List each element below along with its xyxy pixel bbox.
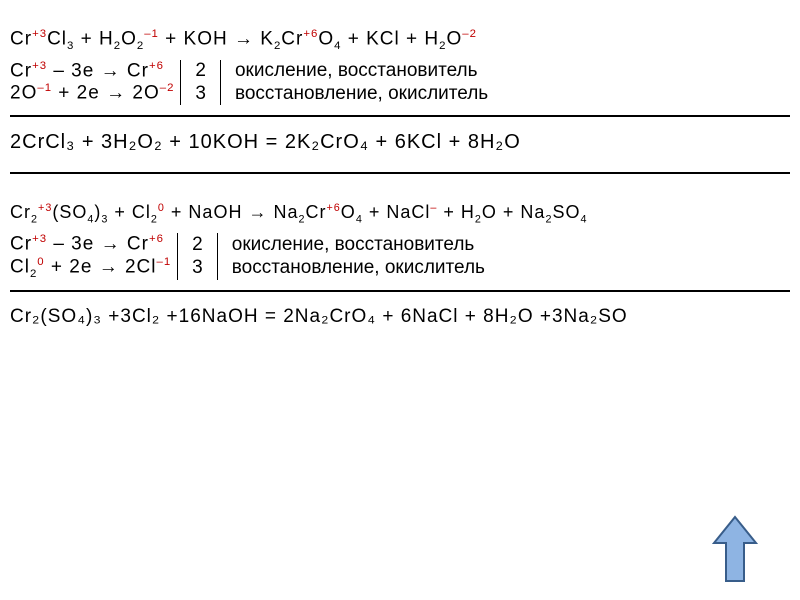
half-reaction-2b: Cl20 + 2e → 2Cl–1 [10,256,171,280]
half-reaction-1a: Cr+3 – 3e → Cr+6 [10,60,174,82]
coefficient-2b: 3 [184,257,211,279]
half-reactions-2: Cr+3 – 3e → Cr+6 Cl20 + 2e → 2Cl–1 2 3 о… [10,233,790,279]
divider [217,233,218,279]
half-reaction-2a: Cr+3 – 3e → Cr+6 [10,233,171,255]
separator [10,172,790,174]
divider [180,60,181,105]
balanced-equation-2: Cr₂(SO₄)₃ +3Cl₂ +16NaOH = 2Na₂CrO₄ + 6Na… [10,306,790,328]
up-arrow-icon[interactable] [710,515,760,585]
description-2a: окисление, восстановитель [224,234,485,256]
separator [10,290,790,292]
description-1b: восстановление, окислитель [227,83,488,105]
description-1a: окисление, восстановитель [227,60,488,82]
divider [220,60,221,105]
coefficient-1b: 3 [187,83,214,105]
divider [177,233,178,279]
half-reaction-1b: 2O–1 + 2e → 2O–2 [10,82,174,104]
balanced-equation-1: 2CrCl₃ + 3H₂O₂ + 10KOH = 2K₂CrO₄ + 6KCl … [10,131,790,154]
separator [10,115,790,117]
equation-2: Cr2+3(SO4)3 + Cl20 + NaOH → Na2Cr+6O4 + … [10,202,790,226]
description-2b: восстановление, окислитель [224,257,485,279]
equation-1: Cr+3Cl3 + H2O2–1 + KOH → K2Cr+6O4 + KCl … [10,28,790,52]
half-reactions-1: Cr+3 – 3e → Cr+6 2O–1 + 2e → 2O–2 2 3 ок… [10,60,790,105]
coefficient-2a: 2 [184,234,211,256]
coefficient-1a: 2 [187,60,214,82]
